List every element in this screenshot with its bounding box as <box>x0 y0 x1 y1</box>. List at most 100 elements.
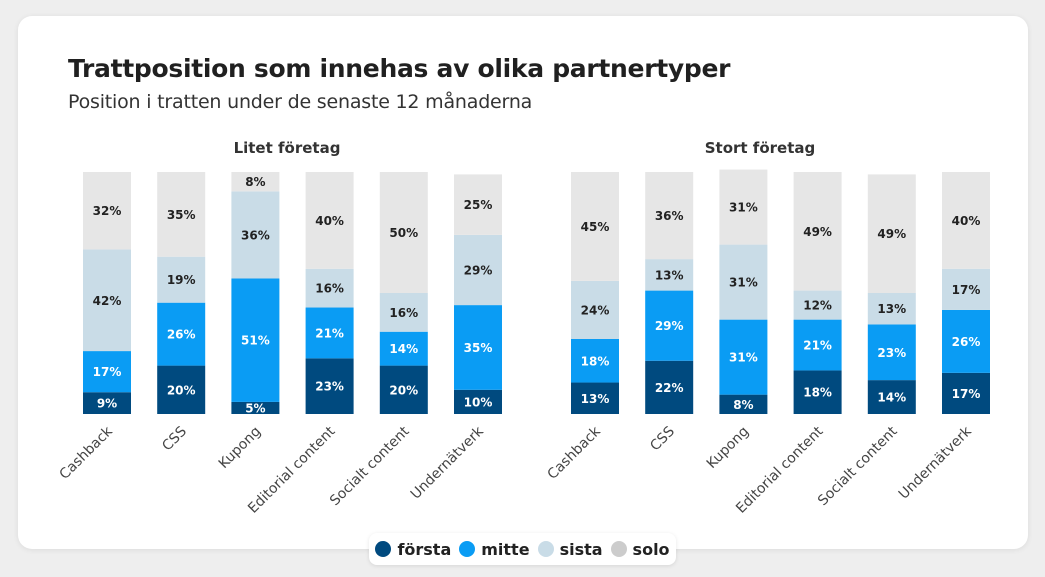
bar-segment <box>157 256 206 303</box>
category-label: Socialt content <box>815 423 901 509</box>
panel-title: Stort företag <box>705 139 816 157</box>
bar-segment <box>719 319 768 395</box>
bar-segment <box>379 172 428 293</box>
category-label: Undernätverk <box>896 423 976 503</box>
data-label: 49% <box>803 225 832 239</box>
bar-segment <box>645 172 694 260</box>
panel-litet-foretag: Litet företag 9% 17% 42% 32% Cashback 20% 26% 19… <box>57 139 502 517</box>
data-label: 36% <box>655 209 684 223</box>
bar-segment <box>793 370 842 414</box>
data-label: 5% <box>245 401 265 415</box>
bar-segment <box>719 394 768 414</box>
data-label: 19% <box>167 273 196 287</box>
bar-segment <box>305 172 354 269</box>
legend: första mitte sista solo <box>369 533 676 565</box>
bar-segment <box>571 280 619 339</box>
bar-segment <box>867 174 916 293</box>
category-label: Kupong <box>704 424 752 472</box>
data-label: 45% <box>581 220 610 234</box>
data-label: 17% <box>93 365 122 379</box>
data-label: 31% <box>729 201 758 215</box>
legend-item: solo <box>610 539 670 559</box>
bar-segment <box>793 290 842 320</box>
data-label: 40% <box>952 214 981 228</box>
category-label: Cashback <box>545 423 605 483</box>
bar-segment <box>379 331 428 366</box>
legend-swatch <box>375 541 392 557</box>
legend-swatch <box>459 541 476 557</box>
bar-segment <box>231 191 280 279</box>
bar-segment <box>305 268 354 308</box>
data-label: 23% <box>315 380 344 394</box>
bar-segment <box>305 358 354 414</box>
bar-segment <box>867 324 916 381</box>
legend-item: sista <box>537 539 603 559</box>
data-label: 35% <box>167 208 196 222</box>
data-label: 40% <box>315 214 344 228</box>
data-label: 13% <box>877 302 906 316</box>
data-label: 50% <box>389 226 418 240</box>
data-label: 31% <box>729 351 758 365</box>
bar-segment <box>867 293 916 325</box>
data-label: 51% <box>241 334 270 348</box>
category-label: Socialt content <box>327 423 413 509</box>
data-label: 24% <box>581 303 610 317</box>
bar-segment <box>83 392 131 414</box>
data-label: 22% <box>655 381 684 395</box>
data-label: 36% <box>241 228 270 242</box>
data-label: 8% <box>245 175 265 189</box>
bar-segment <box>719 244 768 320</box>
chart-subtitle: Position i tratten under de senaste 12 m… <box>68 91 533 113</box>
data-label: 21% <box>315 326 344 340</box>
bar-segment <box>645 360 694 414</box>
bar-segment <box>942 372 990 414</box>
category-label: Undernätverk <box>408 423 488 503</box>
legend-swatch <box>610 541 627 557</box>
data-label: 13% <box>655 268 684 282</box>
data-label: 10% <box>464 395 493 409</box>
data-label: 14% <box>389 342 418 356</box>
data-label: 9% <box>97 397 117 411</box>
bar-segment <box>719 169 768 245</box>
bar-segment <box>571 172 619 281</box>
bar-segment <box>454 305 502 390</box>
bar-segment <box>942 268 990 310</box>
category-label: Cashback <box>57 423 117 483</box>
legend-swatch <box>537 541 554 557</box>
bar-segment <box>231 278 280 402</box>
data-label: 35% <box>464 341 493 355</box>
bar-segment <box>157 172 206 257</box>
data-label: 42% <box>93 294 122 308</box>
bar-segment <box>942 172 990 269</box>
bar-segment <box>231 401 280 414</box>
data-label: 13% <box>581 392 610 406</box>
category-label: CSS <box>647 423 678 454</box>
panel-title: Litet företag <box>234 139 341 157</box>
data-label: 17% <box>952 387 981 401</box>
data-label: 31% <box>729 276 758 290</box>
bar-segment <box>83 351 131 393</box>
data-label: 17% <box>952 283 981 297</box>
category-label: Kupong <box>216 424 264 472</box>
bar-segment <box>571 338 619 383</box>
bar-segment <box>793 319 842 371</box>
bar-segment <box>379 293 428 332</box>
legend-label: mitte <box>481 539 530 559</box>
data-label: 26% <box>167 328 196 342</box>
bar-segment <box>454 389 502 414</box>
bar-segment <box>379 365 428 414</box>
data-label: 49% <box>877 227 906 241</box>
bar-segment <box>645 259 694 291</box>
data-label: 18% <box>803 386 832 400</box>
data-label: 32% <box>93 204 122 218</box>
legend-label: solo <box>632 539 670 559</box>
bar-segment <box>454 234 502 306</box>
bar-segment <box>571 382 619 414</box>
data-label: 25% <box>464 198 493 212</box>
bar-segment <box>157 302 206 366</box>
data-label: 29% <box>464 264 493 278</box>
bar-segment <box>231 172 280 192</box>
legend-label: sista <box>559 539 603 559</box>
legend-item: mitte <box>459 539 530 559</box>
